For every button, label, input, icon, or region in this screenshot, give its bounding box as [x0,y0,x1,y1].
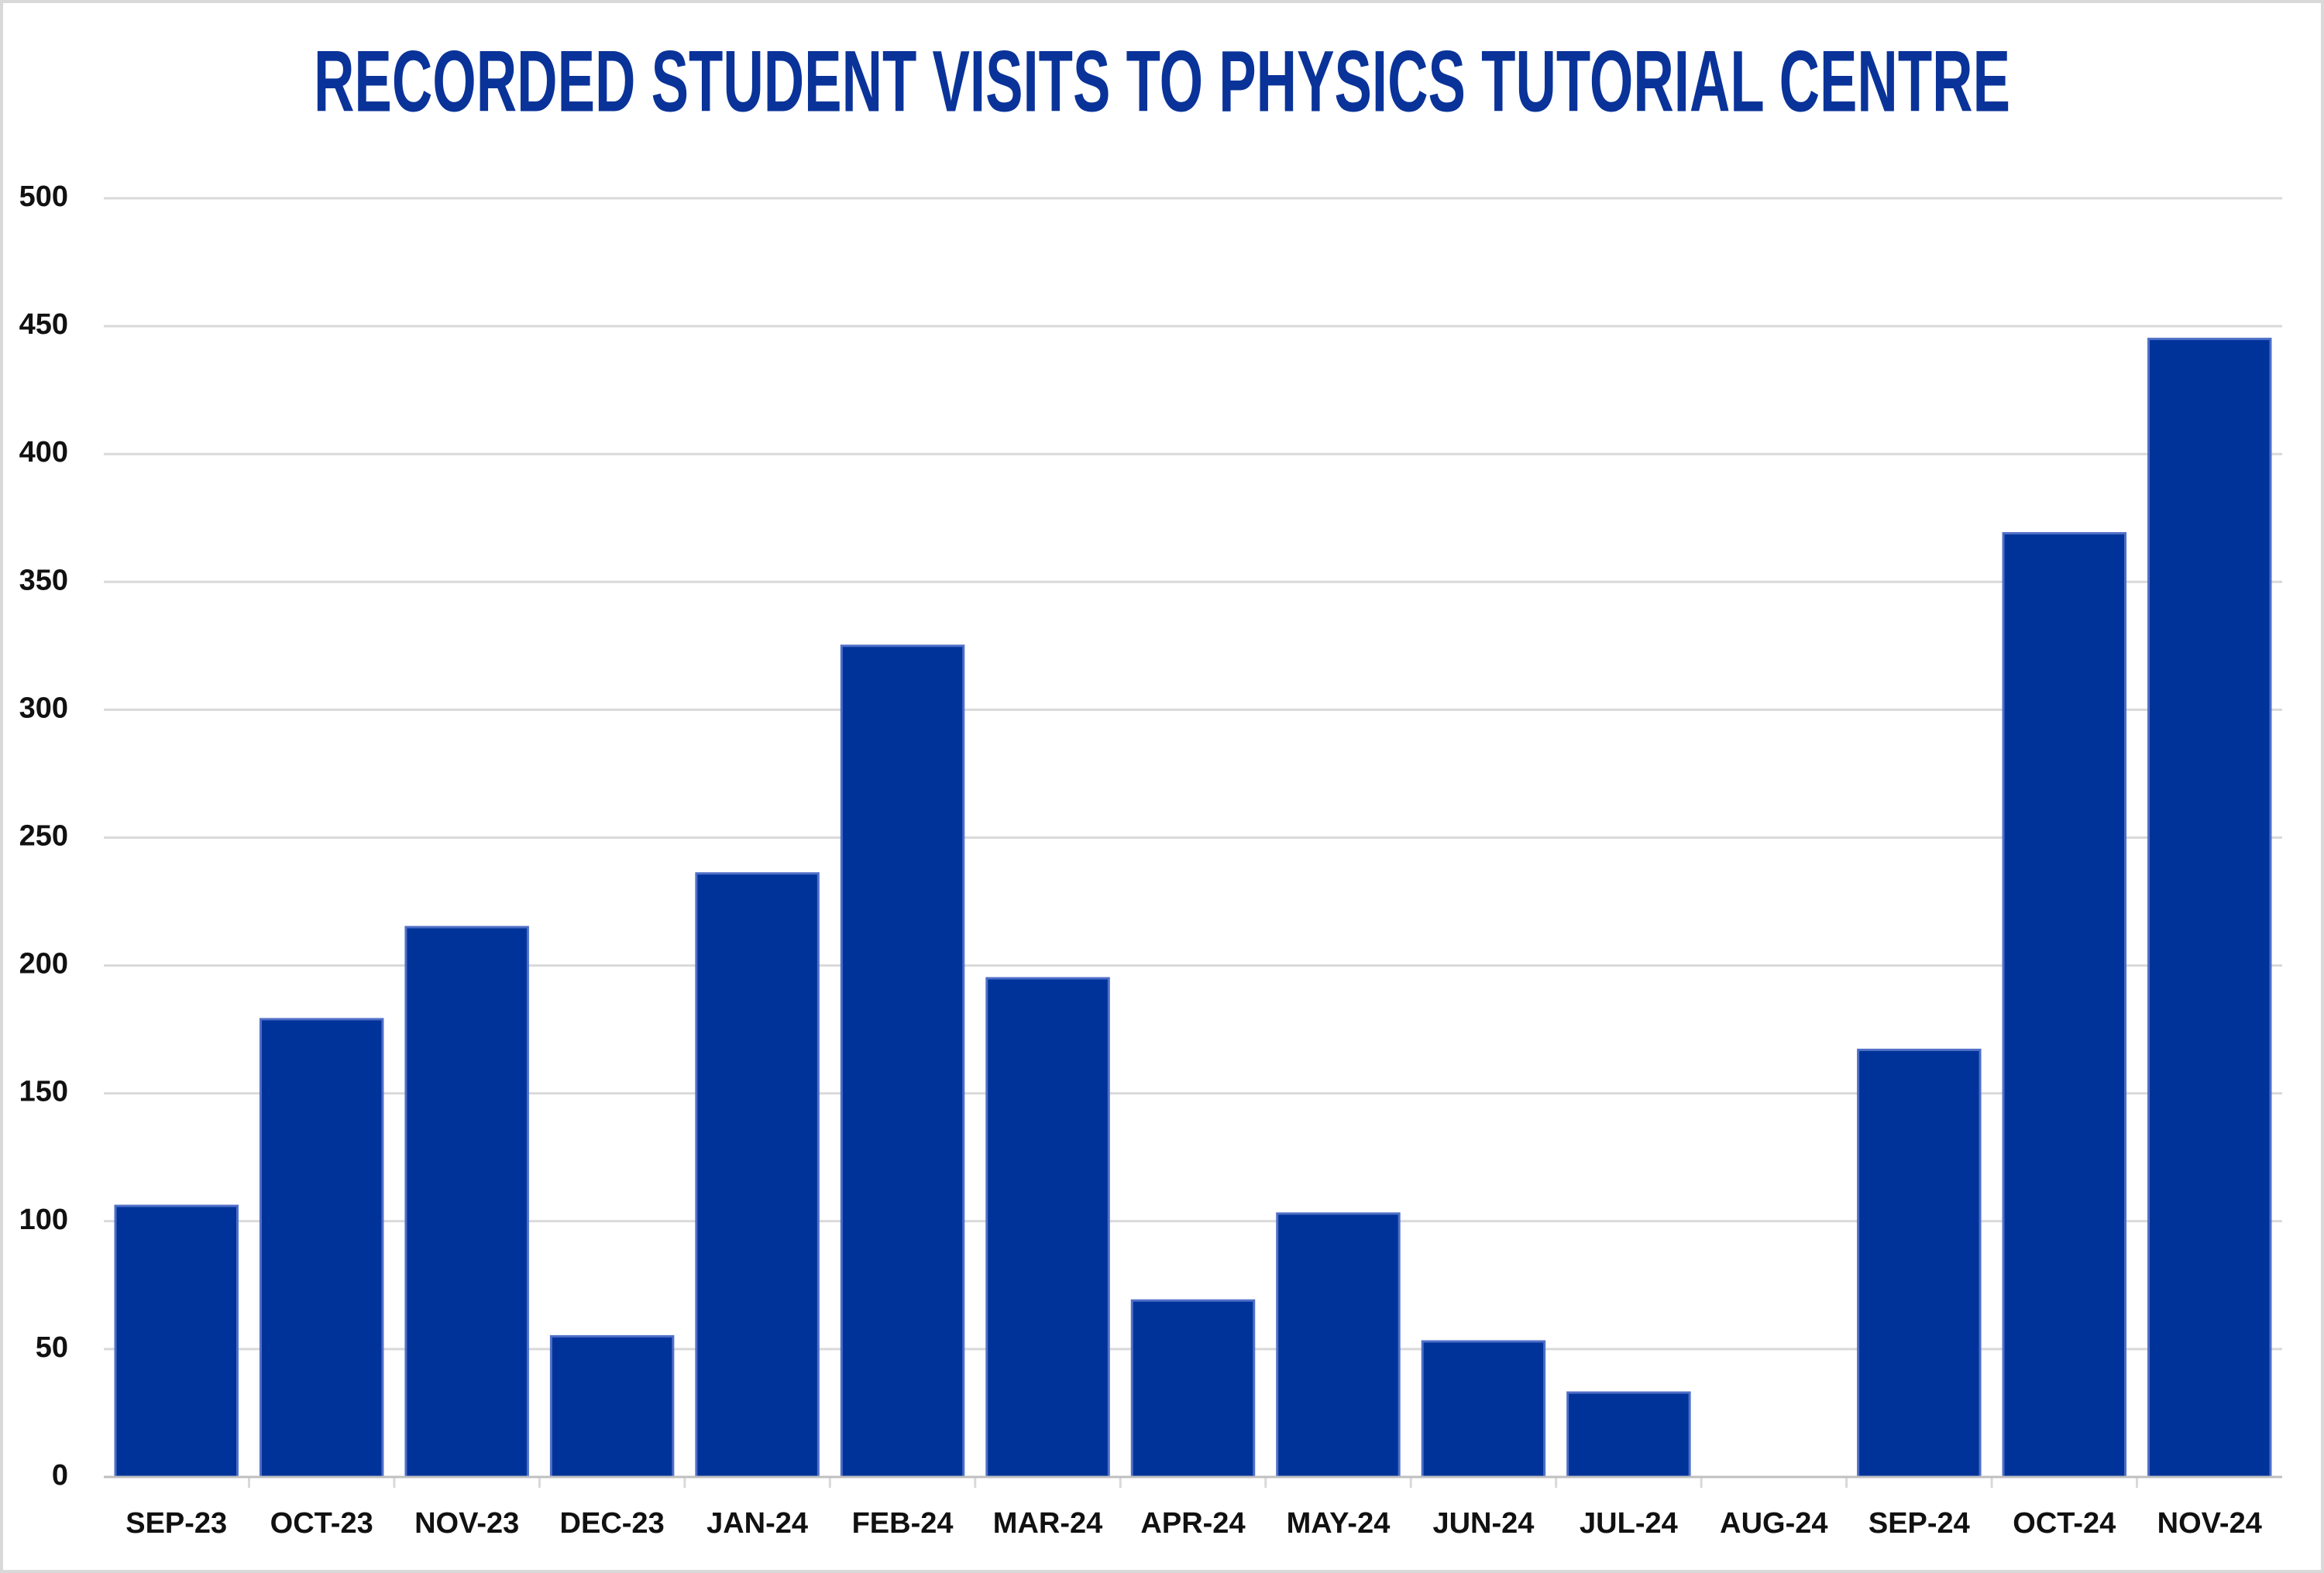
bar [404,926,529,1479]
y-tick-label: 500 [19,180,68,213]
x-tick-label: NOV-24 [2157,1507,2262,1540]
y-tick-label: 300 [19,692,68,724]
x-tick-label: MAY-24 [1287,1507,1391,1540]
y-tick-label: 0 [52,1459,68,1492]
y-tick-label: 50 [36,1331,68,1364]
bar [840,644,965,1479]
bar [2002,532,2127,1479]
x-tick-label: AUG-24 [1720,1507,1827,1540]
bar [2147,338,2272,1479]
y-tick-label: 150 [19,1076,68,1108]
x-tick-label: JAN-24 [706,1507,808,1540]
x-tick-label: SEP-24 [1868,1507,1970,1540]
x-tick-label: NOV-23 [414,1507,519,1540]
x-tick-label: DEC-23 [560,1507,665,1540]
y-tick-label: 250 [19,820,68,853]
x-tick-label: OCT-23 [270,1507,373,1540]
bar [1566,1391,1691,1479]
bar [1276,1212,1401,1479]
x-tick-label: JUN-24 [1432,1507,1534,1540]
x-tick-label: OCT-24 [2013,1507,2116,1540]
bar [695,872,820,1479]
y-tick-label: 350 [19,564,68,596]
bar [985,977,1110,1479]
y-tick-label: 400 [19,436,68,469]
x-tick-label: SEP-23 [125,1507,227,1540]
x-tick-label: FEB-24 [852,1507,954,1540]
bar [1857,1049,1982,1479]
x-tick-label: JUL-24 [1580,1507,1678,1540]
bar [114,1204,239,1479]
chart-title: RECORDED STUDENT VISITS TO PHYSICS TUTOR… [314,33,2010,130]
bar [259,1018,384,1479]
bar [549,1334,675,1479]
y-tick-label: 200 [19,948,68,981]
x-tick-label: APR-24 [1140,1507,1245,1540]
bar [1130,1299,1256,1479]
bar [1421,1340,1546,1479]
y-tick-label: 100 [19,1204,68,1236]
x-tick-label: MAR-24 [993,1507,1102,1540]
y-tick-label: 450 [19,308,68,341]
